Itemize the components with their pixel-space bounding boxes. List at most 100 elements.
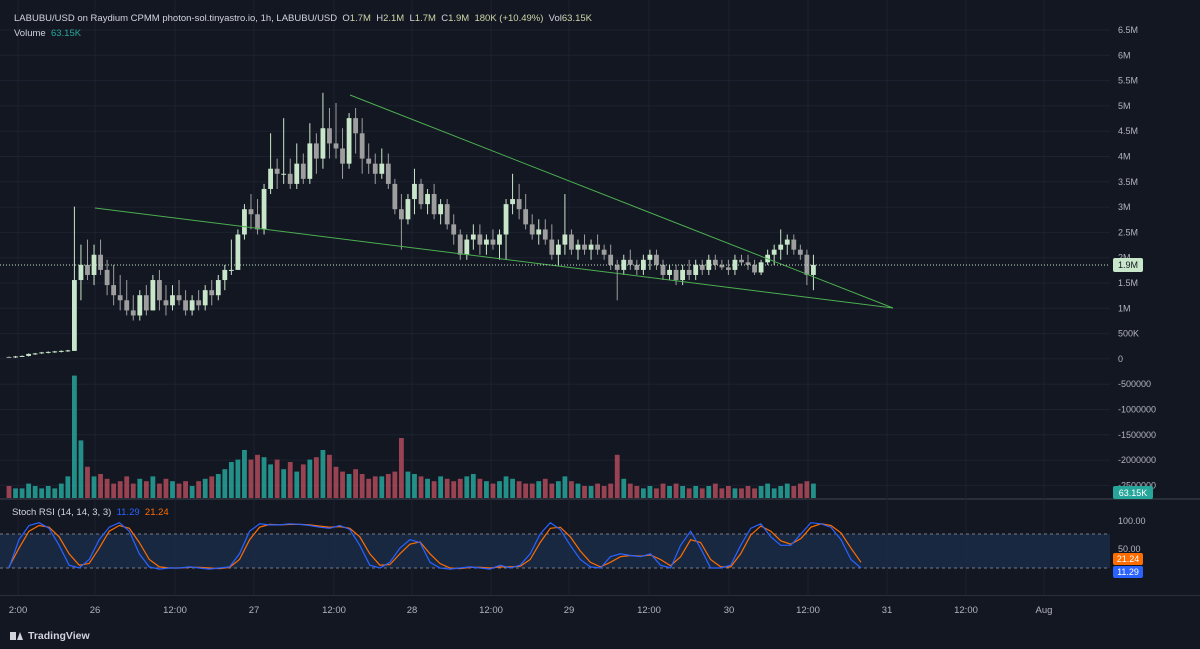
volume-legend[interactable]: Volume 63.15K bbox=[14, 28, 81, 39]
candle-body bbox=[353, 118, 359, 134]
volume-bar bbox=[752, 488, 757, 498]
volume-bar bbox=[784, 483, 790, 498]
high-label: H bbox=[376, 13, 384, 24]
stoch-d-badge[interactable] bbox=[1113, 553, 1143, 565]
volume-bar bbox=[791, 486, 797, 498]
candle-body bbox=[85, 264, 90, 275]
candle-body bbox=[614, 264, 620, 270]
candle-body bbox=[32, 353, 38, 355]
candle-body bbox=[366, 158, 372, 164]
upper-trendline[interactable] bbox=[349, 94, 894, 309]
candle-body bbox=[464, 239, 470, 255]
volume-bar bbox=[255, 454, 260, 498]
price-tick-label: 4.5M bbox=[1118, 126, 1138, 136]
volume-bar bbox=[634, 486, 640, 498]
footer-bar bbox=[0, 624, 1200, 649]
volume-bar bbox=[464, 476, 470, 498]
candle-body bbox=[215, 280, 221, 296]
price-tick-label: 3M bbox=[1118, 202, 1131, 212]
candle-body bbox=[222, 269, 228, 281]
candle-body bbox=[281, 173, 287, 175]
volume-bar bbox=[601, 486, 607, 498]
volume-bar bbox=[228, 462, 234, 498]
volume-bar bbox=[320, 450, 326, 498]
candle-body bbox=[399, 209, 404, 220]
candle-body bbox=[98, 254, 103, 270]
candle-body bbox=[228, 269, 234, 271]
price-tick-label: 2M bbox=[1118, 253, 1131, 263]
symbol-title[interactable]: LABUBU/USD on Raydium CPMM photon-sol.ti… bbox=[14, 13, 338, 24]
candle-body bbox=[621, 259, 627, 270]
volume-bar bbox=[588, 486, 594, 498]
current-price-badge[interactable] bbox=[1113, 258, 1143, 272]
vol-label: Vol bbox=[548, 13, 562, 24]
candle-body bbox=[320, 128, 326, 159]
stoch-rsi-label: Stoch RSI (14, 14, 3, 3) bbox=[12, 507, 112, 518]
volume-bar bbox=[294, 471, 300, 498]
volume-bar bbox=[654, 488, 659, 498]
volume-bar bbox=[399, 438, 404, 498]
tradingview-logo[interactable]: TradingView bbox=[10, 630, 90, 642]
price-tick-label: -1500000 bbox=[1118, 430, 1156, 440]
volume-bar bbox=[569, 481, 574, 498]
volume-bar bbox=[287, 462, 293, 498]
volume-bar bbox=[307, 459, 313, 498]
candle-body bbox=[660, 264, 666, 275]
stoch-rsi-legend[interactable]: Stoch RSI (14, 14, 3, 3) 11.29 21.24 bbox=[12, 507, 169, 518]
volume-bar bbox=[739, 488, 744, 498]
candle-body bbox=[189, 300, 195, 311]
candle-body bbox=[104, 269, 110, 286]
candle-body bbox=[595, 244, 600, 250]
volume-value: 63.15K bbox=[50, 28, 82, 39]
candle-body bbox=[91, 254, 97, 275]
stoch-k-value: 11.29 bbox=[116, 507, 140, 518]
candle-body bbox=[58, 350, 64, 352]
volume-bar bbox=[549, 483, 555, 498]
candle-body bbox=[608, 254, 614, 265]
volume-badge[interactable] bbox=[1113, 486, 1153, 499]
volume-bar bbox=[621, 478, 627, 498]
candle-body bbox=[209, 290, 215, 296]
candle-body bbox=[719, 264, 725, 268]
price-tick-label: -1000000 bbox=[1118, 405, 1156, 415]
candle-body bbox=[392, 183, 398, 210]
candle-body bbox=[242, 209, 247, 235]
candle-body bbox=[516, 199, 522, 210]
volume-bar bbox=[758, 486, 764, 498]
volume-bar bbox=[542, 478, 548, 498]
candle-body bbox=[340, 148, 345, 164]
price-tick-label: -2500000 bbox=[1118, 480, 1156, 490]
candle-body bbox=[667, 269, 672, 275]
price-tick-label: 4M bbox=[1118, 152, 1131, 162]
candle-body bbox=[536, 229, 542, 235]
stoch-d-line bbox=[8, 523, 862, 570]
rsi-tick-label: 100.00 bbox=[1118, 516, 1146, 526]
candle-body bbox=[287, 173, 293, 184]
stoch-d-badge-text: 21.24 bbox=[1117, 554, 1140, 564]
volume-bar bbox=[392, 471, 398, 498]
stoch-k-badge[interactable] bbox=[1113, 566, 1143, 578]
candle-body bbox=[569, 234, 574, 250]
candle-body bbox=[784, 239, 790, 245]
candle-body bbox=[248, 209, 254, 215]
close-label: C bbox=[441, 13, 449, 24]
volume-bar bbox=[614, 454, 620, 498]
volume-bar bbox=[379, 476, 385, 498]
time-tick-label: 30 bbox=[724, 605, 735, 616]
candle-body bbox=[673, 269, 679, 281]
lower-trendline[interactable] bbox=[94, 207, 894, 309]
volume-bar bbox=[804, 481, 810, 498]
price-tick-label: 500K bbox=[1118, 329, 1139, 339]
volume-bar bbox=[176, 483, 182, 498]
candle-body bbox=[555, 244, 561, 255]
volume-bar bbox=[706, 486, 712, 498]
time-tick-label: 12:00 bbox=[479, 605, 503, 616]
price-tick-label: 3.5M bbox=[1118, 177, 1138, 187]
candle-body bbox=[300, 163, 306, 179]
volume-bar bbox=[418, 476, 424, 498]
volume-bar bbox=[529, 483, 535, 498]
price-tick-label: 5.5M bbox=[1118, 76, 1138, 86]
volume-bar bbox=[274, 459, 280, 498]
price-tick-label: -2000000 bbox=[1118, 455, 1156, 465]
